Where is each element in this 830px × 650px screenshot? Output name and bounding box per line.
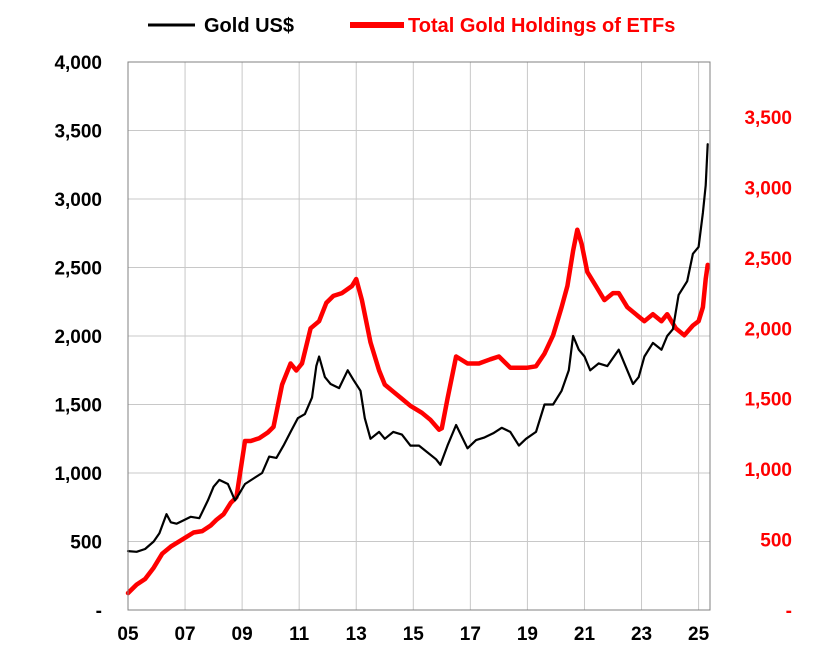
y-left-tick-label: 3,500 [54,122,102,143]
x-tick-label: 21 [574,624,596,645]
x-tick-label: 09 [232,624,253,645]
y-left-tick-label: 2,000 [54,327,102,348]
x-tick-label: 11 [289,624,310,645]
x-tick-label: 15 [403,624,425,645]
y-right-tick-label: 3,500 [744,108,792,129]
x-tick-label: 19 [517,624,538,645]
x-tick-label: 05 [117,624,139,645]
y-right-tick-label: 2,500 [744,249,792,270]
x-tick-label: 23 [631,624,652,645]
x-axis-ticks: 05 07 09 11 13 15 17 19 21 23 25 [117,624,709,645]
legend-label-etf-holdings: Total Gold Holdings of ETFs [408,15,675,37]
y-right-tick-label: 1,500 [744,390,792,411]
y-left-tick-label: 4,000 [54,53,102,74]
y-right-tick-label: - [786,601,792,622]
y-left-tick-label: 3,000 [54,190,102,211]
series-line-gold-usd [126,143,709,553]
x-tick-label: 17 [460,624,481,645]
y-right-tick-label: 1,000 [744,460,792,481]
y-right-tick-label: 2,000 [744,319,792,340]
y-right-axis-ticks: - 500 1,000 1,500 2,000 2,500 3,000 3,500 [744,108,792,622]
gridlines [127,61,710,610]
plot-frame [127,61,711,611]
x-tick-label: 13 [346,624,367,645]
y-left-tick-label: 500 [70,533,102,554]
y-left-tick-label: 1,500 [54,396,102,417]
legend: Gold US$ Total Gold Holdings of ETFs [148,15,675,37]
y-left-tick-label: 2,500 [54,259,102,280]
x-tick-label: 25 [688,624,710,645]
y-right-tick-label: 500 [760,531,792,552]
series-layer [125,143,710,596]
y-left-tick-label: 1,000 [54,464,102,485]
x-tick-label: 07 [174,624,195,645]
y-right-tick-label: 3,000 [744,178,792,199]
series-line-etf-holdings [125,227,710,596]
legend-label-gold-usd: Gold US$ [204,15,294,37]
y-left-axis-ticks: - 500 1,000 1,500 2,000 2,500 3,000 3,500 4,000 [54,53,102,622]
y-left-tick-label: - [96,601,102,622]
